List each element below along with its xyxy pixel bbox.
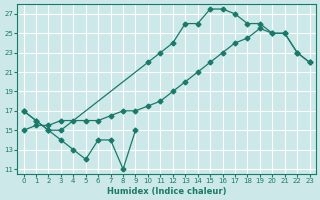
X-axis label: Humidex (Indice chaleur): Humidex (Indice chaleur) [107, 187, 226, 196]
